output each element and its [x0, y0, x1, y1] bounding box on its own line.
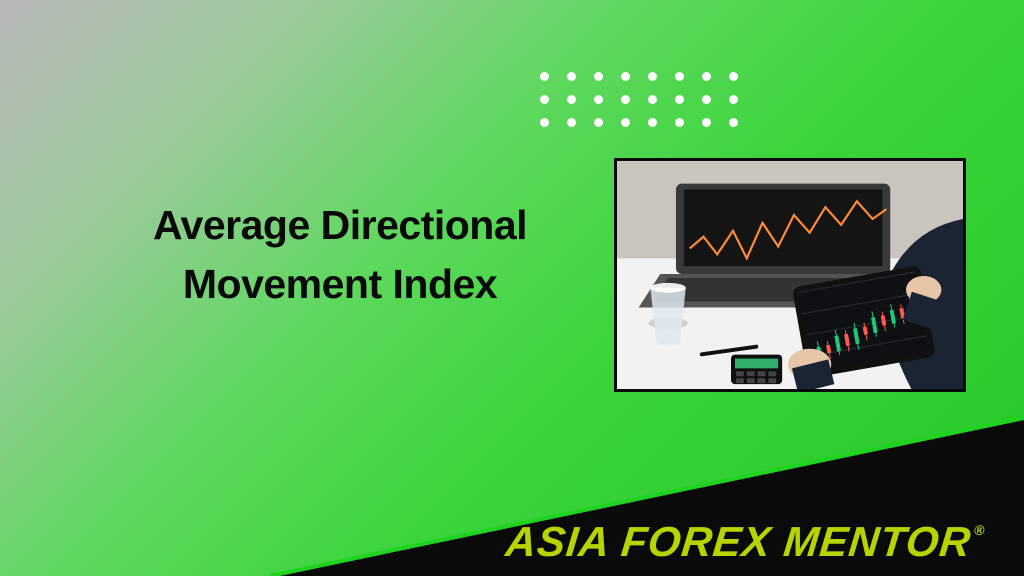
dot: [675, 95, 684, 104]
dot: [540, 95, 549, 104]
dot: [594, 95, 603, 104]
dot: [729, 118, 738, 127]
infographic-canvas: Average Directional Movement Index ASIA …: [0, 0, 1024, 576]
dot: [621, 118, 630, 127]
dot: [675, 72, 684, 81]
dot: [540, 72, 549, 81]
dot: [621, 95, 630, 104]
dot: [540, 118, 549, 127]
dot-grid: [540, 72, 738, 127]
dot: [594, 72, 603, 81]
dot: [567, 72, 576, 81]
dot: [702, 95, 711, 104]
dot: [729, 95, 738, 104]
brand-wordmark: ASIA FOREX MENTOR®: [503, 518, 984, 566]
dot: [567, 118, 576, 127]
dot: [729, 72, 738, 81]
dot: [621, 72, 630, 81]
dot: [675, 118, 684, 127]
hero-photo: [614, 158, 966, 392]
dot: [648, 95, 657, 104]
headline: Average Directional Movement Index: [100, 196, 580, 315]
registered-mark-icon: ®: [973, 522, 986, 538]
diagonal-band: ASIA FOREX MENTOR®: [0, 396, 1024, 576]
dot: [702, 118, 711, 127]
dot: [702, 72, 711, 81]
dot: [567, 95, 576, 104]
dot: [648, 72, 657, 81]
dot: [648, 118, 657, 127]
dot: [594, 118, 603, 127]
brand-text: ASIA FOREX MENTOR: [503, 518, 973, 565]
